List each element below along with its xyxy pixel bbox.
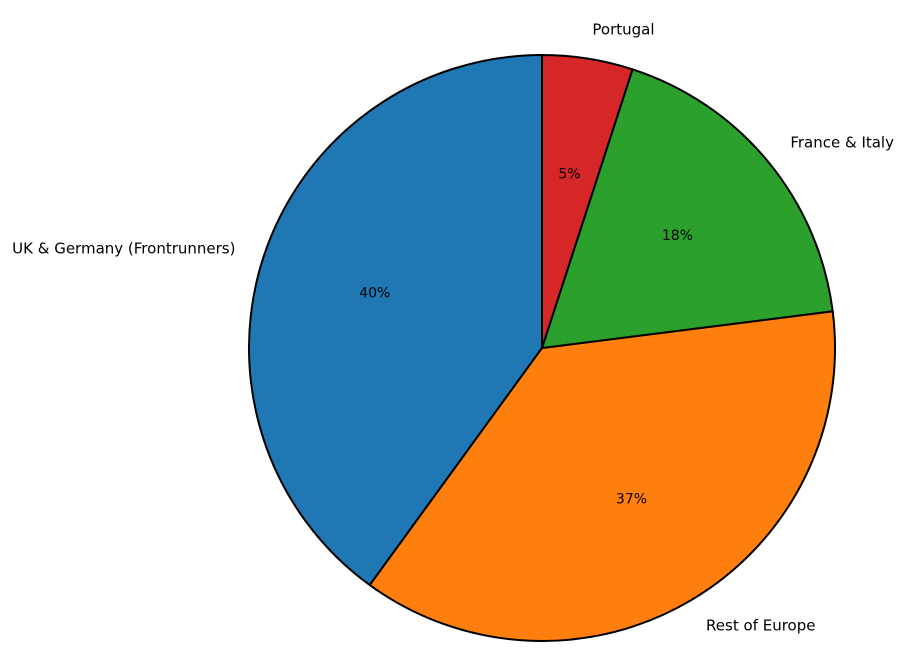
pct-label-uk-germany-frontrunners: 40% <box>359 286 390 302</box>
pct-label-rest-of-europe: 37% <box>616 491 647 507</box>
slice-label-portugal: Portugal <box>592 21 654 39</box>
slice-label-france-italy: France & Italy <box>790 134 894 152</box>
percentage-labels: 40% 37% 18% 5% <box>359 166 693 507</box>
pie-slice-uk-germany-frontrunners <box>248 54 543 587</box>
slice-label-uk-germany-frontrunners: UK & Germany (Frontrunners) <box>12 239 235 257</box>
slice-label-rest-of-europe: Rest of Europe <box>706 616 815 634</box>
pct-label-portugal: 5% <box>558 166 580 182</box>
pie-slice-rest-of-europe <box>368 310 836 642</box>
slice-labels: UK & Germany (Frontrunners) Rest of Europ… <box>12 21 894 635</box>
pct-label-france-italy: 18% <box>662 228 693 244</box>
pie-slice-portugal <box>541 54 634 349</box>
pie-slice-france-italy <box>541 68 834 349</box>
pie-slices <box>248 54 836 642</box>
